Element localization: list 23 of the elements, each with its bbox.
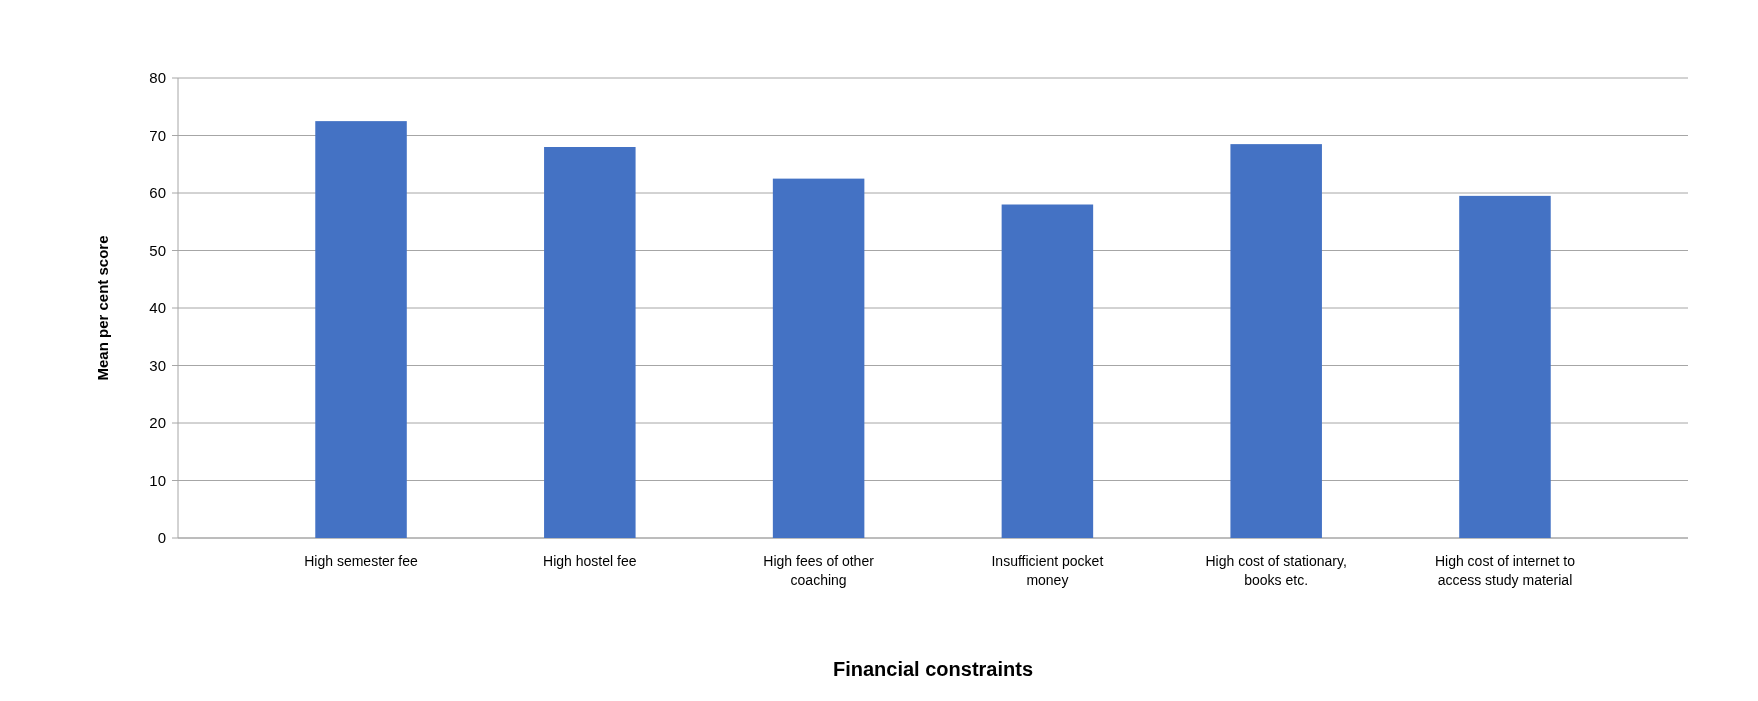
x-tick-label: High cost of internet to access study material (1434, 553, 1576, 588)
bar (1230, 144, 1322, 538)
y-tick-label: 80 (149, 69, 166, 87)
y-tick-label: 70 (149, 126, 166, 144)
bar (1459, 195, 1551, 538)
y-tick-label: 30 (149, 356, 166, 374)
y-tick-label: 20 (149, 414, 166, 432)
bar (772, 178, 865, 538)
y-tick-label: 10 (149, 471, 166, 489)
y-tick-label: 50 (149, 241, 166, 259)
y-axis-title: Mean per cent score (94, 235, 111, 381)
bar (1001, 204, 1094, 538)
y-tick-label: 0 (157, 529, 166, 547)
x-axis-title: Financial constraints (832, 658, 1034, 680)
y-tick-label: 60 (149, 184, 166, 202)
x-tick-label: High semester fee (304, 553, 419, 569)
x-tick-label: High hostel fee (543, 553, 637, 569)
bar (544, 147, 636, 538)
x-tick-label: High fees of other coaching (763, 553, 875, 588)
x-tick-label: High cost of stationary, books etc. (1205, 553, 1347, 588)
bar (315, 121, 407, 538)
x-tick-label: Insufficient pocket money (991, 553, 1104, 588)
y-tick-label: 40 (149, 299, 166, 317)
